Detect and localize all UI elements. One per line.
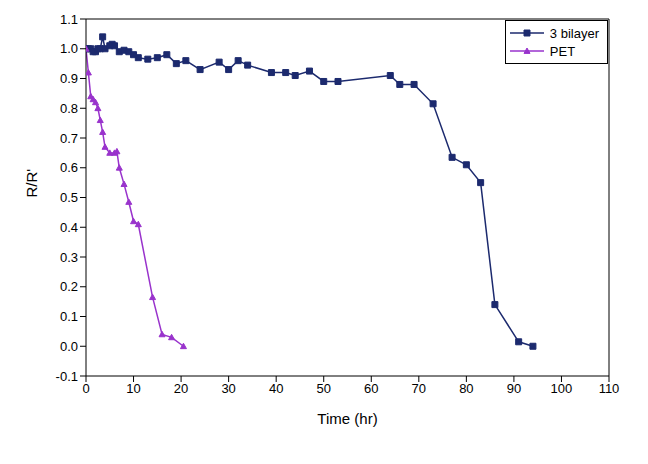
html-text:3 bilayer: 3 bilayer (549, 25, 599, 41)
svg-text:100: 100 (551, 381, 573, 396)
svg-text:30: 30 (221, 381, 235, 396)
svg-text:110: 110 (599, 381, 620, 396)
svg-text:1.1: 1.1 (60, 12, 78, 27)
svg-text:0.1: 0.1 (60, 309, 78, 324)
svg-text:0.7: 0.7 (60, 131, 78, 146)
svg-text:70: 70 (412, 381, 426, 396)
svg-text:0.0: 0.0 (60, 339, 78, 354)
svg-text:0: 0 (82, 381, 89, 396)
svg-text:50: 50 (316, 381, 330, 396)
svg-text:Time (hr): Time (hr) (317, 410, 377, 427)
svg-text:60: 60 (364, 381, 378, 396)
svg-text:0.3: 0.3 (60, 250, 78, 265)
svg-text:0.2: 0.2 (60, 279, 78, 294)
svg-text:80: 80 (459, 381, 473, 396)
svg-text:0.9: 0.9 (60, 71, 78, 86)
svg-text:10: 10 (126, 381, 140, 396)
svg-text:R/R': R/R' (23, 169, 40, 198)
svg-text:0.5: 0.5 (60, 190, 78, 205)
svg-text:0.8: 0.8 (60, 101, 78, 116)
html-text:PET: PET (549, 43, 576, 59)
svg-text:90: 90 (507, 381, 521, 396)
svg-text:20: 20 (174, 381, 188, 396)
svg-text:0.6: 0.6 (60, 160, 78, 175)
svg-text:-0.1: -0.1 (56, 369, 78, 384)
svg-text:1.0: 1.0 (60, 41, 78, 56)
svg-text:0.4: 0.4 (60, 220, 78, 235)
svg-text:40: 40 (269, 381, 283, 396)
